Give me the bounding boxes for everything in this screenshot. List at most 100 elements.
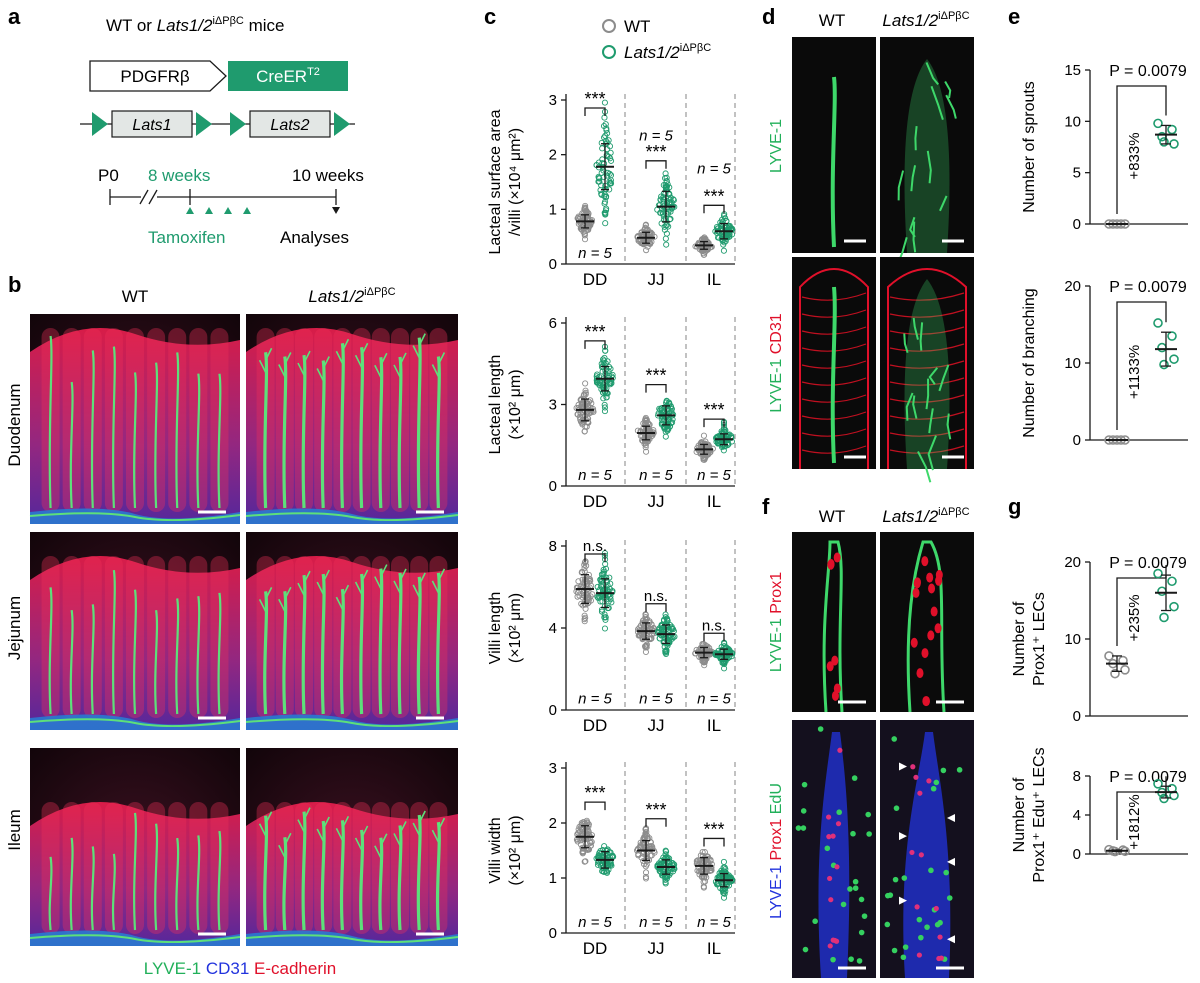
blood-capillary: [889, 360, 965, 369]
edu-nucleus: [956, 767, 963, 773]
data-point-mutant: [663, 230, 670, 237]
prox1-nucleus: [937, 934, 943, 940]
data-point-wt: [577, 841, 584, 848]
y-tick-label: 0: [1073, 432, 1081, 449]
data-point-mutant: [721, 655, 728, 662]
data-point-mutant: [606, 143, 614, 150]
edu-nucleus: [901, 875, 908, 881]
prox1-nucleus: [927, 630, 935, 641]
data-point-mutant: [658, 623, 665, 630]
y-axis-label: Prox1⁺ LECs: [1031, 592, 1048, 686]
data-point-wt: [640, 861, 648, 868]
panel-d-row2-label: LYVE-1 CD31: [768, 313, 785, 412]
x-tick-label: IL: [707, 270, 721, 289]
data-point-wt: [634, 233, 641, 240]
lacteal-sprout: [374, 833, 388, 859]
lacteal: [154, 609, 159, 715]
data-point-mutant: [1157, 342, 1167, 353]
prox1-nucleus: [918, 852, 924, 858]
significance-bracket: [645, 160, 667, 169]
lacteal: [830, 76, 837, 248]
lacteal-sprout: [258, 811, 273, 837]
chart-e2: 0 10 20 Number of branching P = 0.0079 +1133%: [1021, 278, 1188, 449]
lacteal-sprout: [919, 322, 924, 351]
data-point-mutant: [662, 404, 669, 411]
data-point-wt: [1110, 668, 1120, 679]
significance-bracket: [703, 204, 725, 214]
prox1-nucleus: [837, 747, 843, 753]
y-tick-label: 10: [1064, 113, 1081, 130]
blood-capillary: [889, 292, 965, 301]
edu-nucleus: [851, 775, 858, 781]
significance-label: ***: [584, 322, 605, 342]
edu-nucleus: [933, 779, 940, 786]
panel-f-row1-label: LYVE-1 Prox1: [768, 572, 785, 672]
lacteal: [435, 356, 441, 509]
panel-letter-e: e: [1008, 4, 1020, 29]
lacteal: [397, 825, 403, 931]
significance-label: ***: [703, 819, 724, 839]
prox1-nucleus: [826, 814, 832, 820]
data-point-mutant: [657, 196, 664, 203]
significance-bracket: [1116, 301, 1167, 430]
lacteal: [111, 569, 116, 715]
tissue-region: [246, 556, 458, 730]
data-point-wt: [575, 826, 582, 833]
prox1-nucleus: [922, 696, 930, 707]
lacteal: [282, 356, 288, 509]
data-point-wt: [641, 835, 648, 842]
y-tick-label: 8: [549, 538, 557, 555]
data-point-wt: [580, 400, 587, 407]
y-tick-label: 2: [549, 147, 557, 164]
lats2-box: [249, 110, 331, 138]
panel-a-title: WT or Lats1/2iΔPβC mice: [106, 15, 284, 35]
lacteal-sprout: [917, 451, 932, 483]
data-point-wt: [642, 614, 649, 621]
y-tick-label: 0: [1073, 216, 1081, 233]
data-point-wt: [695, 240, 702, 247]
prox1-nucleus: [933, 905, 939, 912]
y-tick-label: 8: [1073, 768, 1081, 785]
prox1-nucleus: [834, 864, 840, 870]
edu-nucleus: [924, 924, 930, 930]
legend-label-wt: WT: [624, 17, 650, 36]
arrowhead-marker: [947, 857, 955, 866]
lacteal: [196, 596, 201, 715]
data-point-wt: [588, 400, 595, 407]
data-point-wt: [573, 584, 580, 591]
data-point-mutant: [596, 178, 603, 185]
lacteal-sprout: [393, 821, 407, 846]
data-point-mutant: [1167, 331, 1177, 341]
sample-size-label: n = 5: [578, 914, 612, 931]
significance-label: n.s.: [583, 538, 607, 555]
data-point-mutant: [662, 433, 669, 440]
data-point-mutant: [601, 99, 608, 106]
lacteal: [69, 381, 74, 509]
y-axis-label: (×10² μm): [507, 593, 524, 663]
edu-nucleus: [946, 895, 953, 901]
data-point-mutant: [657, 406, 664, 413]
prox1-nucleus: [827, 875, 833, 882]
lacteal: [830, 286, 837, 464]
data-point-wt: [705, 853, 712, 860]
significance-label: ***: [584, 783, 605, 803]
data-point-mutant: [1169, 601, 1179, 612]
data-point-mutant: [600, 570, 607, 577]
data-point-mutant: [600, 134, 608, 141]
data-point-mutant: [598, 386, 605, 393]
data-point-mutant: [601, 191, 608, 198]
lymphatic-network: [245, 934, 459, 944]
prox1-nucleus: [928, 583, 936, 594]
edu-nucleus: [858, 929, 865, 936]
arrowhead-marker: [947, 935, 955, 944]
lacteal: [154, 362, 159, 509]
data-point-wt: [635, 632, 642, 639]
x-tick-label: DD: [583, 492, 608, 511]
edu-nucleus: [928, 867, 934, 874]
sample-size-label: n = 5: [697, 691, 731, 708]
data-point-mutant: [721, 885, 728, 892]
chart-g2: 0 4 8 Number of Prox1⁺ Edu⁺ LECs P = 0.0079 +1…: [1011, 747, 1188, 883]
y-tick-label: 4: [1073, 807, 1081, 824]
lacteal: [416, 337, 422, 509]
lacteal-sprout: [278, 352, 292, 377]
